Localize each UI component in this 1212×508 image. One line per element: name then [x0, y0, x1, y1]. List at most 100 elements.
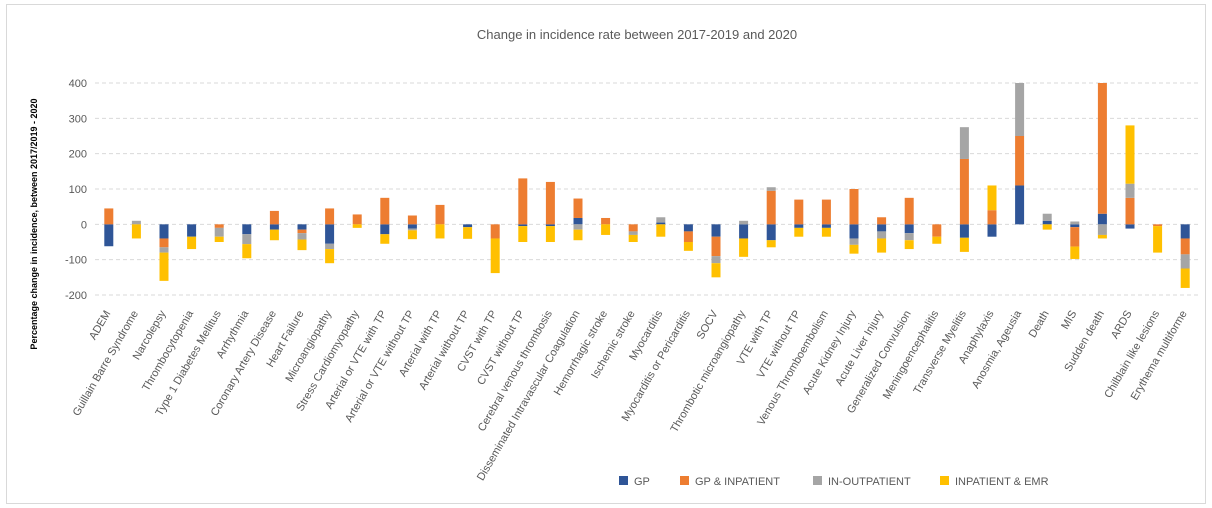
bar-segment [656, 224, 666, 237]
bar-segment [1125, 224, 1135, 229]
bar-segment [904, 240, 914, 250]
bar-segment [187, 236, 197, 250]
bar-segment [987, 224, 997, 237]
bar-segment [159, 247, 169, 253]
chart-title: Change in incidence rate between 2017-20… [477, 27, 797, 42]
bar-segment [325, 224, 335, 244]
bar-segment [1070, 246, 1080, 259]
bar-segment [1180, 238, 1190, 255]
bar-segment [545, 224, 555, 227]
x-tick-label: MIS [1059, 309, 1079, 332]
y-tick-label: -200 [65, 290, 87, 302]
bar-layer [104, 83, 1190, 288]
bar-segment [601, 217, 611, 225]
bar-segment [1125, 183, 1135, 198]
bar-segment [463, 224, 473, 228]
bar-segment [490, 224, 500, 239]
bar-segment [545, 226, 555, 242]
bar-segment [904, 233, 914, 241]
bar-segment [325, 208, 335, 225]
bar-segment [628, 231, 638, 235]
bar-segment [959, 237, 969, 252]
bar-segment [325, 249, 335, 264]
bar-segment [269, 210, 279, 225]
bar-segment [932, 224, 942, 237]
bar-segment [628, 234, 638, 242]
bar-segment [877, 224, 887, 232]
bar-segment [877, 217, 887, 225]
bar-segment [794, 227, 804, 237]
bar-segment [766, 187, 776, 191]
bar-segment [987, 185, 997, 211]
legend-swatch [813, 476, 822, 485]
bar-segment [407, 215, 417, 225]
bar-segment [159, 252, 169, 281]
bar-segment [1153, 224, 1163, 227]
bar-segment [407, 230, 417, 240]
x-tick-label: Arterial without TP [417, 308, 472, 392]
bar-segment [214, 227, 224, 237]
bar-segment [1070, 224, 1080, 228]
bar-segment [794, 224, 804, 228]
bar-segment [214, 224, 224, 228]
legend: GP GP & INPATIENT IN-OUTPATIENT INPATIENT &… [619, 476, 1049, 488]
bar-segment [1180, 268, 1190, 288]
y-tick-label: 200 [69, 149, 87, 161]
bar-segment [1070, 227, 1080, 247]
bar-segment [269, 224, 279, 230]
bar-segment [407, 228, 417, 231]
bar-segment [766, 240, 776, 248]
bar-segment [877, 231, 887, 239]
bar-segment [380, 224, 390, 235]
bar-segment [159, 224, 169, 239]
bar-segment [325, 243, 335, 250]
bar-segment [683, 231, 693, 242]
bar-segment [518, 224, 528, 227]
bar-segment [131, 220, 141, 225]
bar-segment [1153, 226, 1163, 253]
bar-segment [739, 220, 749, 225]
bar-segment [1015, 136, 1025, 186]
y-tick-label: -100 [65, 255, 87, 267]
bar-segment [435, 204, 445, 225]
bar-segment [380, 234, 390, 244]
bar-segment [297, 224, 307, 230]
bar-segment [1070, 221, 1080, 225]
bar-segment [352, 224, 362, 228]
bar-segment [1042, 213, 1052, 221]
bar-segment [849, 189, 859, 225]
bar-segment [849, 238, 859, 245]
bar-segment [959, 224, 969, 238]
legend-swatch [619, 476, 628, 485]
bar-segment [242, 224, 252, 235]
bar-segment [435, 224, 445, 239]
bar-segment [1042, 224, 1052, 230]
y-tick-label: 100 [69, 184, 87, 196]
bar-segment [1097, 213, 1107, 225]
bar-segment [297, 229, 307, 234]
bar-segment [821, 227, 831, 237]
y-axis-label: Percentage change in incidence, between … [29, 98, 39, 349]
bar-segment [545, 181, 555, 225]
y-tick-label: 300 [69, 113, 87, 125]
bar-segment [518, 226, 528, 242]
bar-segment [1042, 220, 1052, 225]
bar-segment [1180, 254, 1190, 269]
bar-segment [601, 224, 611, 235]
x-tick-label: ADEM [87, 309, 113, 343]
bar-segment [214, 236, 224, 242]
bar-segment [739, 238, 749, 257]
chart-svg: Change in incidence rate between 2017-20… [29, 27, 1199, 488]
bar-segment [628, 224, 638, 232]
bar-segment [297, 233, 307, 240]
legend-label: IN-OUTPATIENT [828, 476, 911, 488]
bar-segment [711, 236, 721, 257]
chart-frame: Change in incidence rate between 2017-20… [6, 4, 1206, 504]
bar-segment [1097, 83, 1107, 214]
bar-segment [242, 244, 252, 259]
legend-label: INPATIENT & EMR [955, 476, 1049, 488]
bar-segment [821, 199, 831, 225]
bar-segment [573, 198, 583, 218]
bar-segment [159, 238, 169, 248]
